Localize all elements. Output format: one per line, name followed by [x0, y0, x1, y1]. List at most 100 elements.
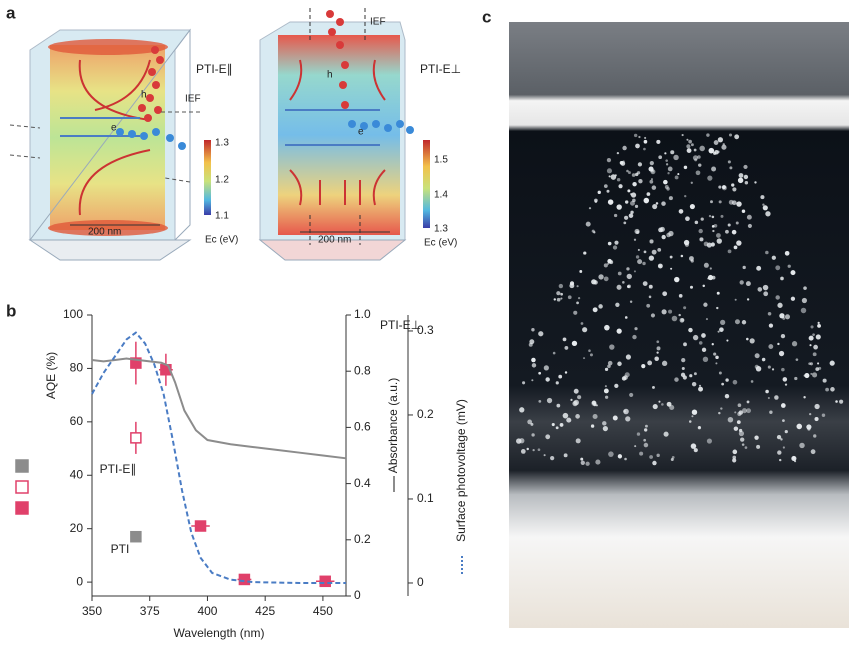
bubble	[813, 434, 817, 438]
bubble	[631, 173, 636, 177]
bubble	[709, 267, 712, 270]
bubble	[768, 344, 774, 350]
bubble	[635, 255, 640, 259]
prism-right	[258, 5, 414, 261]
bubble	[738, 410, 743, 415]
bubble	[616, 151, 620, 155]
bubble	[707, 277, 710, 280]
bubble	[527, 419, 533, 425]
bubble	[813, 344, 818, 350]
bubble	[589, 353, 593, 357]
bubble	[630, 192, 637, 198]
bubble	[765, 250, 769, 255]
bubble	[606, 168, 612, 174]
bubble	[632, 198, 636, 203]
bubble	[671, 315, 678, 322]
bubble	[657, 263, 663, 269]
bubble	[560, 292, 563, 296]
bubble	[701, 347, 707, 353]
bubble	[700, 217, 704, 221]
bubble	[708, 214, 712, 218]
y2-tick-label: 0.4	[354, 476, 371, 490]
bubble	[771, 255, 776, 260]
bubble	[632, 334, 637, 340]
bubble	[656, 139, 661, 144]
bubble	[678, 209, 684, 214]
bubble	[741, 209, 746, 213]
bubble	[623, 221, 627, 225]
bubble	[573, 310, 578, 315]
bubble	[729, 166, 733, 170]
bubble	[605, 395, 609, 399]
bubble	[646, 303, 651, 308]
y-tick-label: 20	[70, 521, 84, 535]
bubble	[624, 200, 629, 204]
bubble	[725, 378, 729, 382]
bubble	[575, 438, 581, 444]
bubble	[612, 245, 618, 250]
bubble	[794, 376, 798, 381]
bubble	[616, 204, 622, 210]
x-tick-label: 375	[140, 604, 160, 618]
bubble	[624, 457, 627, 461]
bubble	[782, 446, 785, 449]
bubble	[639, 451, 644, 456]
bubble	[718, 200, 722, 204]
bubble	[582, 327, 588, 333]
bubble	[650, 169, 656, 175]
bubble	[698, 228, 703, 234]
bubble	[689, 203, 695, 210]
bubble	[585, 461, 590, 466]
bubble	[670, 267, 673, 270]
bubble	[577, 297, 581, 300]
colorbar-label: Ec (eV)	[205, 235, 238, 246]
bubble	[782, 419, 785, 422]
x-tick-label: 450	[313, 604, 333, 618]
bubble	[719, 327, 724, 332]
bubble	[656, 453, 660, 458]
bubble	[716, 150, 720, 154]
bubble	[603, 388, 609, 394]
bubble	[776, 434, 782, 440]
bubble	[784, 430, 788, 434]
bubble	[531, 379, 534, 382]
bubble	[633, 238, 637, 241]
bubble	[575, 414, 580, 419]
bubble	[616, 328, 622, 334]
bubble	[712, 229, 715, 233]
bubble	[710, 200, 713, 204]
y2-tick-label: 0	[354, 588, 361, 602]
bubble	[563, 453, 568, 458]
bubble	[760, 195, 765, 200]
bubble	[519, 407, 525, 413]
hole-label: h	[327, 70, 333, 81]
bubble	[691, 415, 694, 418]
bubble	[809, 412, 812, 416]
bubble	[607, 199, 614, 205]
bubble	[681, 367, 685, 371]
bubble	[636, 432, 641, 436]
data-point	[130, 357, 142, 369]
bubble	[800, 307, 807, 314]
bubble	[657, 247, 662, 252]
bubble	[791, 341, 798, 347]
bubble	[698, 384, 702, 387]
bubble	[519, 438, 525, 444]
y3-tick-label: 0.2	[417, 407, 434, 421]
bubble	[743, 164, 748, 170]
bubble	[790, 270, 796, 276]
bubble	[607, 241, 612, 246]
bubble	[634, 445, 637, 448]
bubble	[655, 202, 659, 205]
bubble	[543, 365, 549, 371]
bubble	[543, 454, 546, 457]
bubble	[579, 270, 583, 273]
bubble	[699, 237, 704, 242]
bubble	[674, 377, 679, 382]
bubble	[564, 346, 569, 350]
colorbar-label: Ec (eV)	[424, 238, 457, 249]
bubble	[781, 367, 785, 372]
bubble	[546, 397, 553, 404]
bubble	[717, 330, 720, 333]
